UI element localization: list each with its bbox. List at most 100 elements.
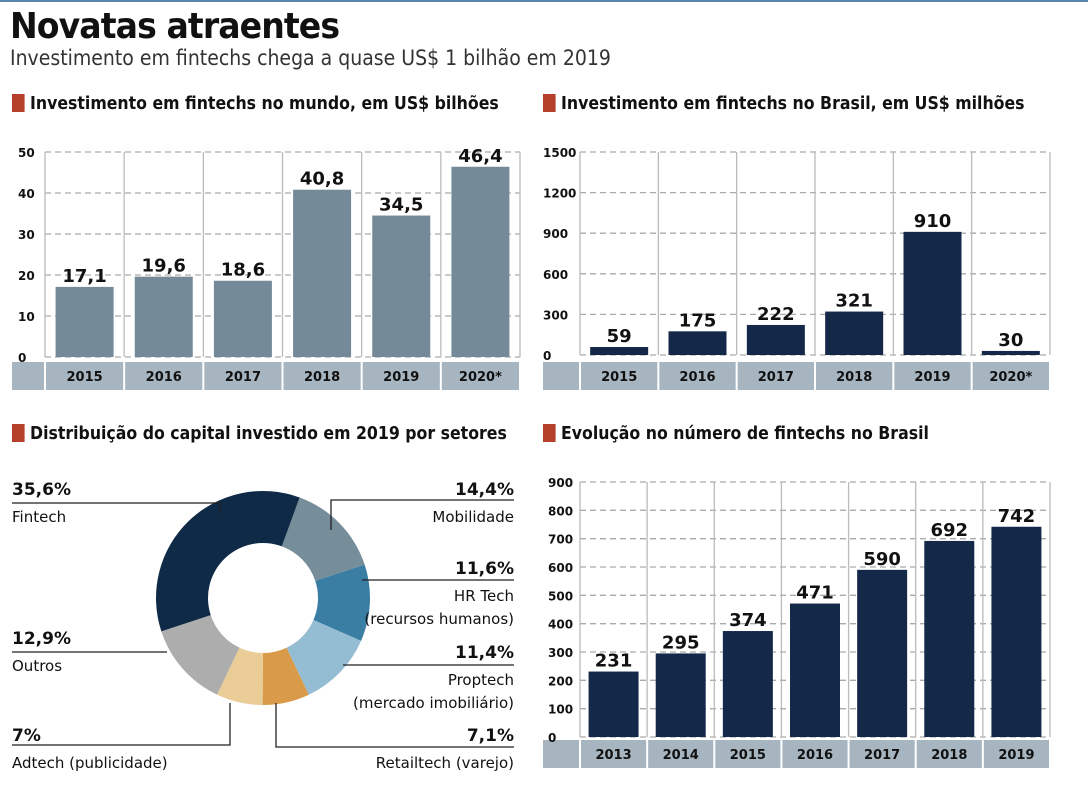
value-label: 471 [796,583,834,604]
label-mobilidade-pct: 14,4% [455,480,514,500]
y-tick-label: 300 [543,308,568,322]
header-marker [543,94,556,112]
slice-proptech [286,620,362,695]
bar-2017 [746,324,805,355]
y-tick-label: 50 [18,146,35,160]
category-label: 2018 [304,370,340,385]
chart-count-header: Evolução no número de fintechs no Brasil [543,424,929,444]
value-label: 374 [729,610,767,631]
bar-2018 [293,189,352,357]
category-label: 2016 [679,370,715,385]
label-proptech-name: Proptech [448,671,514,689]
value-label: 40,8 [300,169,344,190]
label-fintech-name: Fintech [12,508,66,526]
y-tick-label: 800 [548,504,573,518]
chart-count: 0 100 200 300 400 500 600 700 800 900 231 2013 295 20… [543,476,1051,768]
label-adtech-pct: 7% [12,726,41,746]
y-tick-label: 10 [18,310,35,324]
value-label: 46,4 [458,146,502,167]
y-tick-label: 0 [548,731,556,745]
y-tick-label: 500 [548,589,573,603]
chart-sectors-donut [156,490,371,705]
label-hrtech-name: HR Tech [454,587,514,605]
bar-2019 [991,526,1042,737]
category-label: 2017 [225,370,261,385]
category-label: 2015 [66,370,102,385]
y-tick-label: 0 [18,351,26,365]
label-fintech-pct: 35,6% [12,480,71,500]
y-tick-label: 200 [548,674,573,688]
page-subtitle: Investimento em fintechs chega a quase U… [10,46,611,70]
bar-2014 [655,653,706,737]
y-tick-label: 600 [548,561,573,575]
bar-2019 [372,215,431,357]
leader-line [330,499,514,530]
label-retailtech-name: Retailtech (varejo) [376,754,514,772]
y-tick-label: 700 [548,533,573,547]
y-tick-label: 600 [543,268,568,282]
header-marker [12,424,25,442]
label-outros-pct: 12,9% [12,629,71,649]
chart-brazil: 0 300 600 900 1200 1500 59 2015 175 2016 222 2017 32… [543,146,1051,390]
label-hrtech-sub: (recursos humanos) [364,610,514,628]
bar-2018 [825,311,884,355]
value-label: 18,6 [221,260,265,281]
bar-2013 [588,671,639,737]
category-label: 2018 [931,748,967,763]
bar-2019 [903,231,962,355]
bar-2016 [134,276,193,357]
chart-brazil-title: Investimento em fintechs no Brasil, em U… [561,94,1025,114]
category-label: 2017 [864,748,900,763]
leader-line [12,502,221,513]
value-label: 19,6 [142,256,186,277]
category-band [543,740,1050,768]
bar-2016 [790,603,840,737]
chart-world-header: Investimento em fintechs no mundo, em US… [12,94,499,114]
y-tick-label: 1500 [543,146,576,160]
bar-2017 [213,280,272,357]
value-label: 175 [679,310,717,331]
category-label: 2014 [663,748,699,763]
y-tick-label: 0 [543,349,551,363]
y-tick-label: 1200 [543,187,576,201]
value-label: 231 [595,651,633,672]
y-tick-label: 30 [18,228,35,242]
bar-2017 [857,569,908,737]
value-label: 742 [998,506,1036,527]
label-mobilidade-name: Mobilidade [432,508,514,526]
slice-adtech [217,647,263,705]
label-proptech-pct: 11,4% [455,643,514,663]
category-label: 2016 [797,748,833,763]
y-tick-label: 400 [548,618,573,632]
slice-outros [161,615,240,695]
bar-2018 [924,540,975,737]
label-outros-name: Outros [12,657,62,675]
chart-sectors-labels [12,499,514,748]
category-label: 2020* [459,370,502,385]
y-tick-label: 900 [543,227,568,241]
category-label: 2019 [914,370,950,385]
label-hrtech-pct: 11,6% [455,559,514,579]
category-band [12,362,520,390]
top-rule [0,0,1088,2]
y-tick-label: 300 [548,646,573,660]
label-adtech-name: Adtech (publicidade) [12,754,168,772]
slice-hr [313,564,371,641]
category-label: 2017 [758,370,794,385]
label-proptech-sub: (mercado imobiliário) [353,694,514,712]
y-tick-label: 20 [18,269,35,283]
value-label: 321 [835,291,873,312]
y-tick-label: 40 [18,187,35,201]
chart-sectors-header: Distribuição do capital investido em 201… [12,424,507,444]
y-tick-label: 900 [548,476,573,490]
slice-retailtech [262,647,309,705]
page-title: Novatas atraentes [10,6,340,47]
category-label: 2019 [998,748,1034,763]
bar-2016 [668,331,727,355]
category-label: 2015 [601,370,637,385]
category-label: 2013 [595,748,631,763]
bar-2015 [55,286,114,357]
header-marker [12,94,25,112]
value-label: 34,5 [379,195,423,216]
chart-world-title: Investimento em fintechs no mundo, em US… [30,94,499,114]
